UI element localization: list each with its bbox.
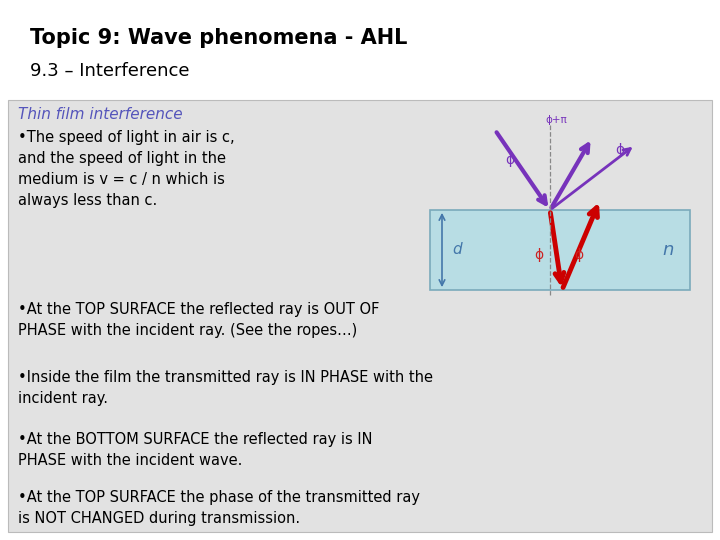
Text: •At the TOP SURFACE the phase of the transmitted ray
is NOT CHANGED during trans: •At the TOP SURFACE the phase of the tra…: [18, 490, 420, 526]
Text: •Inside the film the transmitted ray is IN PHASE with the
incident ray.: •Inside the film the transmitted ray is …: [18, 370, 433, 406]
Text: 9.3 – Interference: 9.3 – Interference: [30, 62, 189, 80]
Text: •At the TOP SURFACE the reflected ray is OUT OF
PHASE with the incident ray. (Se: •At the TOP SURFACE the reflected ray is…: [18, 302, 379, 338]
Text: ϕ: ϕ: [534, 248, 543, 262]
Text: •At the BOTTOM SURFACE the reflected ray is IN
PHASE with the incident wave.: •At the BOTTOM SURFACE the reflected ray…: [18, 432, 372, 468]
Text: n: n: [662, 241, 673, 259]
Bar: [8, 100, 712, 532]
Text: Topic 9: Wave phenomena - AHL: Topic 9: Wave phenomena - AHL: [30, 28, 408, 48]
Text: •The speed of light in air is c,
and the speed of light in the
medium is v = c /: •The speed of light in air is c, and the…: [18, 130, 235, 208]
Text: ϕ: ϕ: [505, 153, 514, 167]
Text: d: d: [452, 242, 462, 258]
Bar: [430, 210, 690, 290]
Text: ϕ: ϕ: [615, 143, 624, 157]
Text: ϕ: ϕ: [574, 248, 583, 262]
Text: ϕ+π: ϕ+π: [545, 115, 567, 125]
Text: Thin film interference: Thin film interference: [18, 107, 183, 122]
